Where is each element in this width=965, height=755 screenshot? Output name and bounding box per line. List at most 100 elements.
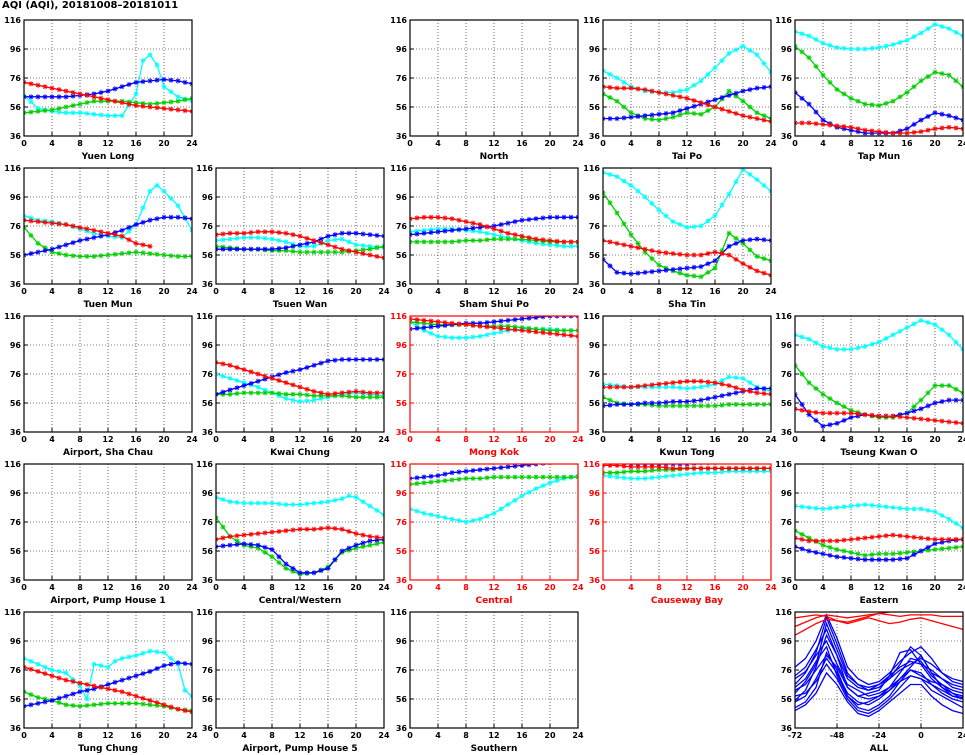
panel-tuen-mun-frame <box>23 167 193 285</box>
panel-yuen-long-point <box>140 100 146 106</box>
panel-central-western-point <box>332 557 338 563</box>
panel-tap-mun-point <box>806 33 812 39</box>
panel-kwai-chung-point <box>304 398 310 404</box>
panel-southern-xtick-label: 12 <box>488 731 499 740</box>
panel-yuen-long-point <box>175 78 181 84</box>
panel-tsuen-wan-point <box>283 245 289 251</box>
panel-causeway-bay-point <box>607 470 613 476</box>
panel-central-western-xtick-label: 20 <box>350 583 362 592</box>
panel-central-western-point <box>360 544 366 550</box>
panel-tung-chung-point <box>91 686 97 692</box>
panel-sha-tin-ytick-label: 116 <box>583 164 600 173</box>
panel-causeway-bay-point <box>649 475 655 481</box>
panel-north-frame <box>409 19 579 137</box>
panel-sham-shui-po-point <box>498 233 504 239</box>
panel-tsuen-wan-point <box>227 236 233 242</box>
panel-central-western-point <box>241 541 247 547</box>
panel-tseung-kwan-o-point <box>890 332 896 338</box>
panel-central-ytick-label: 36 <box>396 576 408 585</box>
panel-tap-mun-point <box>911 129 917 135</box>
panel-eastern-point <box>869 534 875 540</box>
panel-sham-shui-po-point <box>428 214 434 220</box>
panel-kwun-tong-point <box>698 397 704 403</box>
panel-tung-chung-point <box>126 675 132 681</box>
panel-kwun-tong-point <box>698 378 704 384</box>
panel-tung-chung-point <box>161 702 167 708</box>
panel-tung-chung-ytick-label: 96 <box>10 637 22 646</box>
panel-kwun-tong-point <box>649 382 655 388</box>
panel-kwai-chung-point <box>353 356 359 363</box>
panel-tap-mun-point <box>904 126 910 132</box>
panel-tseung-kwan-o-point <box>946 419 952 425</box>
panel-southern-xtick-label: 24 <box>572 731 584 740</box>
panel-kwai-chung-point <box>346 389 352 395</box>
panel-yuen-long-ytick-label: 116 <box>4 16 21 25</box>
panel-tuen-mun-point <box>91 253 97 260</box>
panel-kwun-tong-point <box>747 380 753 386</box>
panel-kwai-chung-point <box>290 391 296 397</box>
panel-kwai-chung-point <box>269 390 275 396</box>
panel-kwai-chung-ytick-label: 96 <box>202 341 214 350</box>
panel-kwun-tong-point <box>761 390 767 397</box>
panel-causeway-bay-point <box>621 475 627 481</box>
panel-yuen-long-point <box>42 94 48 100</box>
panel-sham-shui-po-point <box>498 228 504 234</box>
panel-yuen-long-point <box>35 94 41 100</box>
panel-eastern-plot-area <box>795 502 963 563</box>
panel-central-western-point <box>276 560 282 566</box>
panel-mong-kok-point <box>414 325 420 331</box>
panel-sham-shui-po-point <box>470 225 476 231</box>
panel-tuen-mun-point <box>147 250 153 257</box>
panel-tap-mun-xtick-label: 16 <box>901 139 913 148</box>
panel-yuen-long-xtick-label: 12 <box>102 139 113 148</box>
panel-sham-shui-po-point <box>484 224 490 230</box>
panel-causeway-bay-point <box>754 459 759 464</box>
panel-sha-tin-point <box>740 240 746 246</box>
panel-causeway-bay-title: Causeway Bay <box>651 596 723 606</box>
panel-tung-chung-point <box>42 696 48 702</box>
panel-tap-mun-point <box>827 42 833 48</box>
panel-tai-po-point <box>698 78 704 84</box>
panel-eastern-point <box>806 538 812 544</box>
panel-kwun-tong-point <box>719 381 725 387</box>
panel-tai-po-point <box>705 71 711 77</box>
panel-southern-ytick-label: 76 <box>396 666 408 675</box>
panel-kwun-tong-point <box>614 384 620 390</box>
panel-tung-chung-point <box>105 681 111 688</box>
panel-tseung-kwan-o-point <box>925 417 931 423</box>
panel-causeway-bay-point <box>684 465 690 471</box>
panel-tuen-mun-point <box>77 237 83 244</box>
panel-kwai-chung-point <box>262 390 268 396</box>
panel-central-point <box>442 471 448 477</box>
panel-yuen-long-point <box>168 77 174 83</box>
panel-tsuen-wan-frame <box>215 167 385 285</box>
panel-tung-chung-point <box>77 683 83 689</box>
panel-eastern-point <box>925 547 931 553</box>
panel-central-western-ytick-label: 76 <box>202 518 214 527</box>
panel-all-xtick-label: 0 <box>918 731 924 740</box>
panel-tai-po-point <box>614 75 620 81</box>
panel-mong-kok-point <box>540 327 546 333</box>
panel-tsuen-wan-point <box>248 235 254 241</box>
panel-sha-tin-point <box>726 243 732 249</box>
panel-sham-shui-po-point <box>512 236 518 242</box>
panel-tsuen-wan-point <box>227 246 233 252</box>
panel-tung-chung-point <box>182 687 188 693</box>
panel-sha-tin-point <box>761 256 767 262</box>
panel-causeway-bay-xtick-label: 12 <box>681 583 692 592</box>
panel-eastern-point <box>876 533 882 540</box>
panel-tai-po-point <box>691 103 697 109</box>
panel-kwun-tong-xtick-label: 20 <box>737 435 749 444</box>
panel-tsuen-wan-point <box>346 230 352 236</box>
panel-central-western-point <box>269 546 275 553</box>
panel-sha-tin-point <box>747 247 753 253</box>
panel-tap-mun-point <box>946 26 952 32</box>
panel-causeway-bay-point <box>649 467 655 474</box>
panel-north-ytick-label: 36 <box>396 132 408 141</box>
panel-yuen-long-point <box>28 109 34 115</box>
panel-tsuen-wan-point <box>318 249 324 255</box>
